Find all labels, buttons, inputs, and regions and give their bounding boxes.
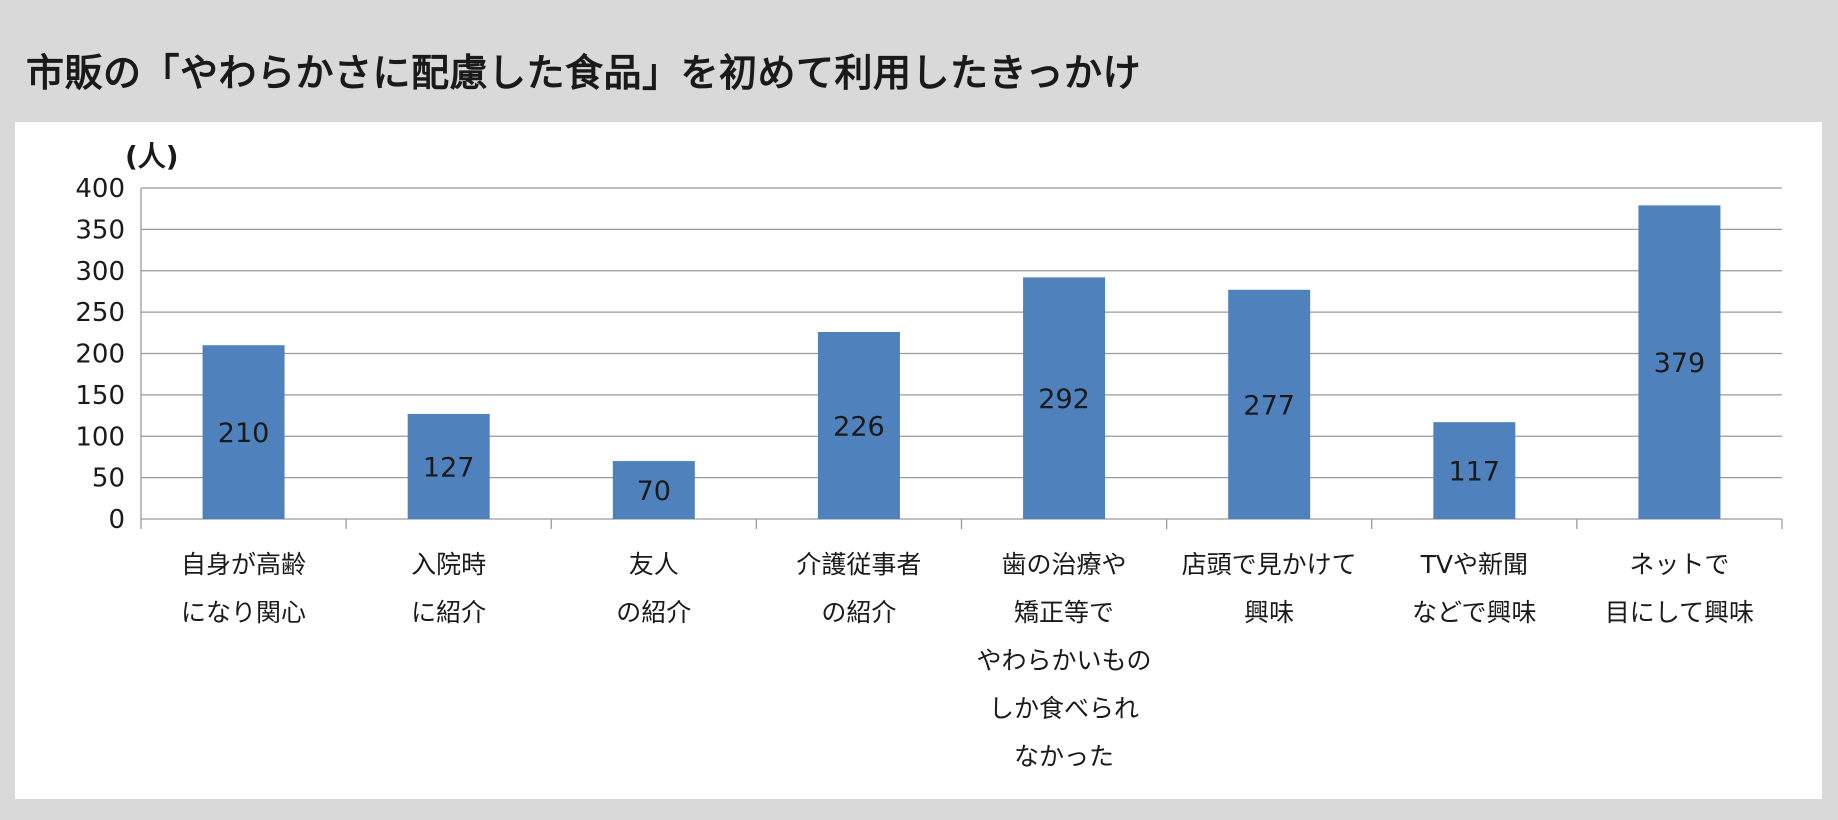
y-tick-label: 200 (75, 340, 125, 370)
data-label: 292 (1038, 384, 1090, 415)
bar (202, 345, 285, 519)
bar-chart: (人) 0 50 100 150 200 250 300 350 400 210 自身が高齢になり関心… (75, 140, 1783, 771)
page-title: 市販の「やわらかさに配慮した食品」を初めて利用したきっかけ (26, 51, 1141, 95)
y-tick-label: 150 (75, 381, 125, 411)
data-label: 226 (833, 411, 885, 442)
x-category-label-line: 友人 (629, 550, 679, 579)
y-tick-label: 250 (75, 298, 125, 328)
x-category-label-line: なかった (1014, 742, 1114, 771)
data-label: 210 (218, 418, 270, 449)
y-tick-label: 350 (75, 215, 125, 245)
y-axis-unit-label: (人) (125, 140, 179, 173)
bar (612, 461, 695, 519)
y-tick-label: 400 (75, 174, 125, 204)
bar (817, 331, 900, 519)
x-category-label-line: に紹介 (411, 598, 486, 627)
x-category-label-line: 矯正等で (1014, 598, 1114, 627)
x-category-label: 入院時に紹介 (411, 550, 486, 627)
x-category-label: TVや新聞などで興味 (1412, 550, 1537, 627)
x-category-label-line: の紹介 (616, 598, 691, 627)
bar (407, 413, 490, 519)
x-category-label-line: 店頭で見かけて (1182, 550, 1357, 579)
x-category-label: 店頭で見かけて興味 (1182, 550, 1357, 627)
x-category-label-line: ネットで (1629, 550, 1729, 579)
x-category-label-line: TVや新聞 (1420, 550, 1528, 579)
x-category-label: ネットで目にして興味 (1605, 550, 1754, 627)
chart-panel: (人) 0 50 100 150 200 250 300 350 400 210 自身が高齢になり関心… (15, 122, 1822, 799)
x-category-label-line: しか食べられ (989, 694, 1139, 723)
bar (1433, 422, 1516, 519)
bar (1638, 205, 1721, 519)
x-category-label-line: 歯の治療や (1002, 550, 1127, 579)
data-label: 127 (423, 452, 475, 483)
y-tick-label: 50 (92, 464, 125, 494)
x-category-label-line: 自身が高齢 (181, 550, 306, 579)
y-tick-label: 300 (75, 257, 125, 287)
x-category-label-line: 介護従事者 (796, 550, 921, 579)
x-category-label: 介護従事者の紹介 (796, 550, 921, 627)
x-category-label-line: やわらかいもの (977, 646, 1152, 675)
data-label: 117 (1449, 457, 1501, 488)
x-category-label-line: の紹介 (821, 598, 896, 627)
x-category-label-line: 興味 (1244, 598, 1294, 627)
data-label: 277 (1243, 390, 1295, 421)
y-tick-label: 0 (108, 505, 125, 535)
x-category-label-line: などで興味 (1412, 598, 1537, 627)
data-label: 70 (637, 476, 671, 507)
x-category-label: 友人の紹介 (616, 550, 691, 627)
x-category-label-line: 入院時 (411, 550, 486, 579)
data-label: 379 (1654, 348, 1706, 379)
bar (1228, 289, 1311, 519)
x-category-label: 歯の治療や矯正等でやわらかいものしか食べられなかった (977, 550, 1152, 771)
x-category-label: 自身が高齢になり関心 (181, 550, 306, 627)
bar (1023, 277, 1106, 519)
x-category-label-line: になり関心 (181, 598, 306, 627)
y-tick-label: 100 (75, 422, 125, 452)
x-category-label-line: 目にして興味 (1605, 598, 1754, 627)
